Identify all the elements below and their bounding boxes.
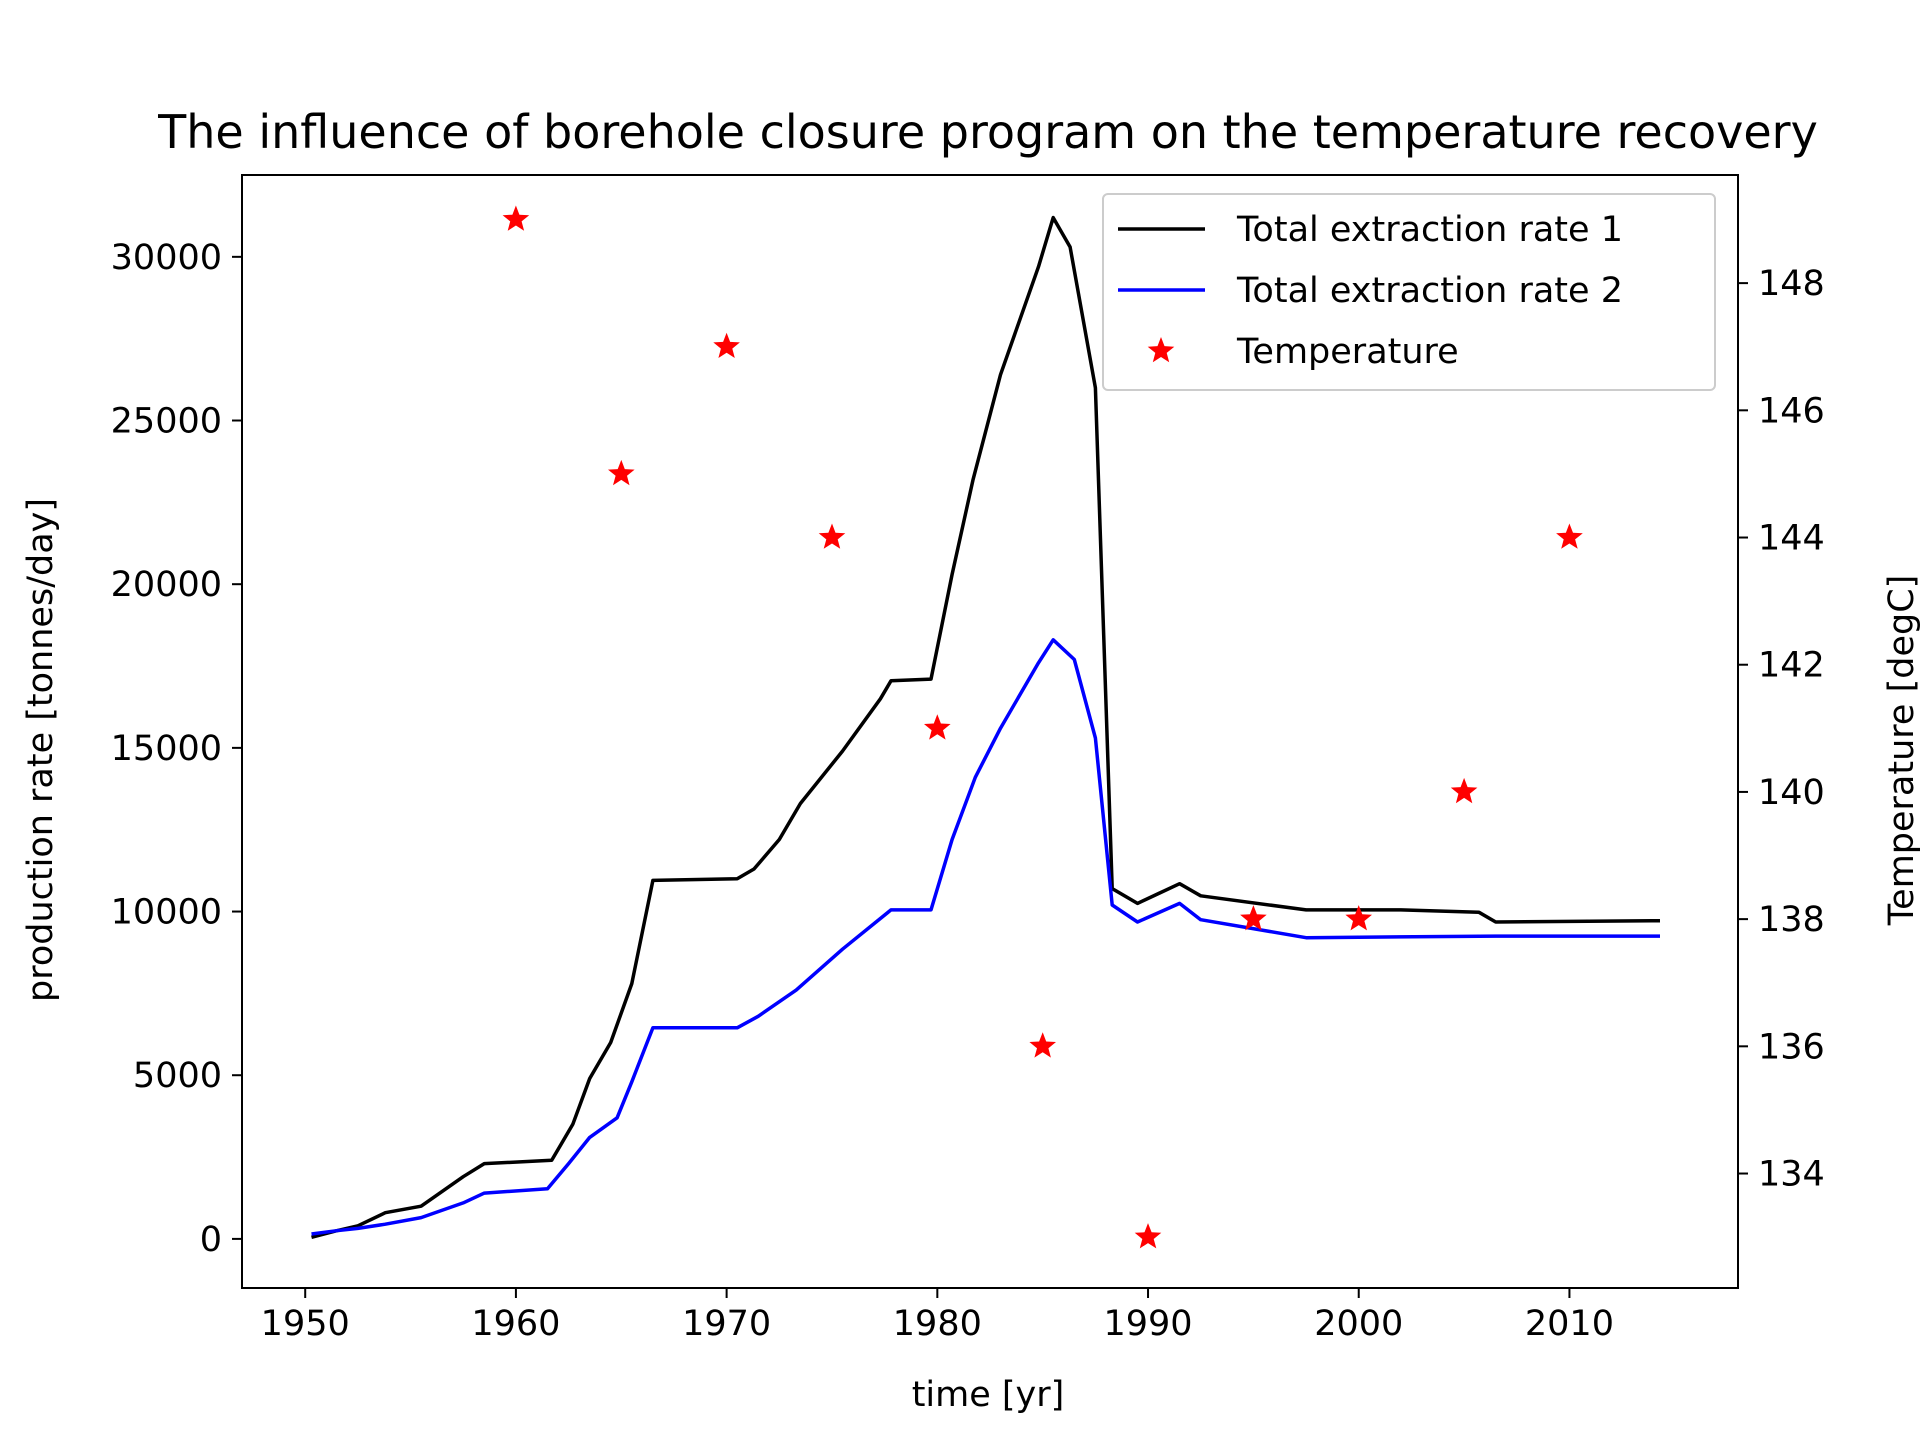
y2-tick-label: 142: [1758, 646, 1825, 686]
y-tick-label: 10000: [111, 893, 222, 933]
y-tick-label: 0: [200, 1220, 222, 1260]
legend-label: Total extraction rate 2: [1236, 271, 1623, 311]
temperature-point: [502, 205, 530, 231]
series-line-2: [311, 638, 1660, 1236]
x-tick-label: 2010: [1525, 1304, 1614, 1344]
y2-tick-label: 140: [1758, 773, 1825, 813]
plot-frame: [241, 174, 1739, 1289]
x-tick-label: 1960: [471, 1304, 560, 1344]
y-tick-label: 15000: [111, 729, 222, 769]
legend-label: Temperature: [1236, 332, 1459, 372]
y-tick-label: 30000: [111, 238, 222, 278]
temperature-point: [608, 459, 635, 486]
x-tick-label: 1950: [261, 1304, 350, 1344]
temperature-point: [1134, 1223, 1162, 1249]
temperature-point: [924, 714, 951, 740]
x-tick-label: 1970: [682, 1304, 771, 1344]
temperature-point: [1556, 523, 1583, 549]
y2-tick-label: 148: [1758, 264, 1825, 304]
y2-tick-label: 138: [1758, 900, 1825, 940]
y2-tick-label: 146: [1758, 391, 1825, 431]
series-line-1: [311, 215, 1661, 1239]
y2-tick-label: 134: [1758, 1155, 1825, 1195]
legend-box: [1102, 193, 1716, 391]
x-tick-label: 1990: [1103, 1304, 1192, 1344]
legend: Total extraction rate 1 Total extraction …: [1102, 193, 1716, 391]
y-tick-label: 5000: [133, 1056, 222, 1096]
y-axis-label: production rate [tonnes/day]: [21, 498, 61, 1002]
y-tick-label: 25000: [111, 402, 222, 442]
legend-star-swatch: [1147, 337, 1175, 363]
y2-axis-label: Temperature [degC]: [1882, 575, 1920, 927]
x-tick-label: 1980: [893, 1304, 982, 1344]
temperature-point: [1450, 777, 1478, 804]
y2-tick-label: 144: [1758, 519, 1825, 559]
x-axis-label: time [yr]: [912, 1375, 1065, 1415]
y-tick-label: 20000: [111, 565, 222, 605]
legend-label: Total extraction rate 1: [1236, 210, 1623, 250]
x-tick-label: 2000: [1314, 1304, 1403, 1344]
plot-area: 1950 1960 1970 1980 1990 2000 2010 0 5000 10000 15…: [111, 174, 1825, 1344]
temperature-point: [818, 523, 846, 549]
y2-tick-label: 136: [1758, 1027, 1825, 1067]
temperature-point: [713, 332, 740, 358]
temperature-point: [1240, 905, 1267, 931]
temperature-point: [1029, 1032, 1056, 1058]
temperature-point: [1345, 905, 1372, 931]
chart-title: The influence of borehole closure progra…: [157, 105, 1818, 159]
